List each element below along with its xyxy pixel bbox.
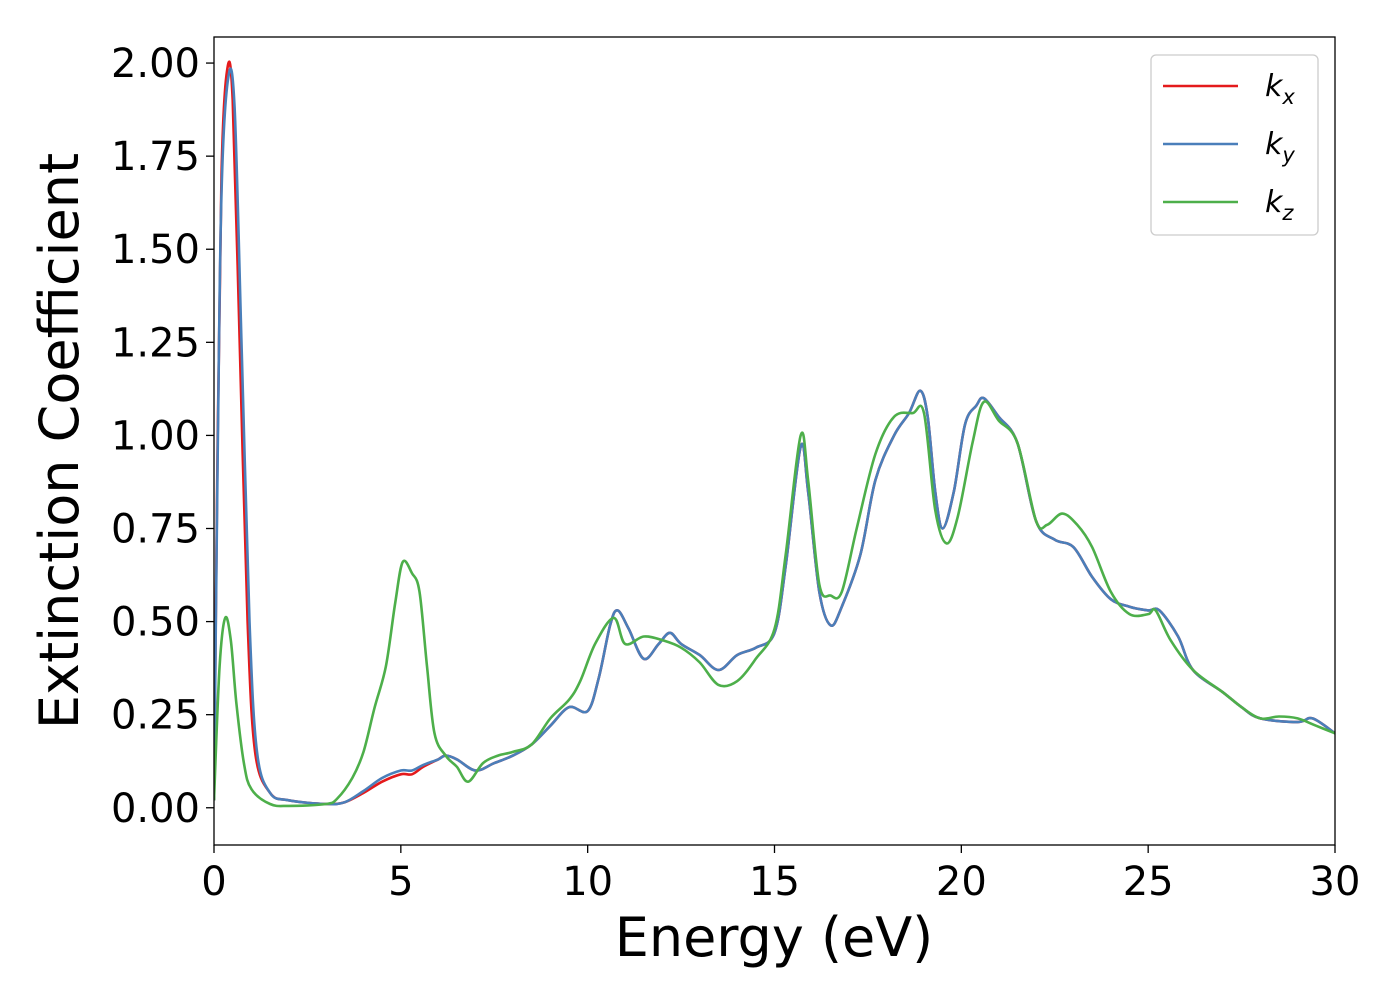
y-tick-label: 1.75 [111, 134, 200, 180]
series-layer [214, 60, 1335, 808]
x-tick-label: 20 [936, 859, 987, 905]
x-tick-label: 10 [562, 859, 613, 905]
legend-label-x: kx [1265, 69, 1295, 109]
x-tick-label: 25 [1123, 859, 1174, 905]
y-tick-label: 2.00 [111, 41, 200, 87]
x-axis: 0 5 10 15 20 25 30 [201, 845, 1360, 905]
y-tick-label: 0.25 [111, 693, 200, 739]
x-tick-label: 5 [388, 859, 413, 905]
y-tick-label: 1.50 [111, 227, 200, 273]
y-tick-label: 1.00 [111, 413, 200, 459]
y-axis: 0.00 0.25 0.50 0.75 1.00 1.25 1.50 1.75 2.00 [111, 41, 214, 832]
x-tick-label: 30 [1310, 859, 1361, 905]
x-axis-label: Energy (eV) [615, 906, 934, 969]
series-line-y [214, 67, 1335, 806]
x-tick-label: 15 [749, 859, 800, 905]
legend-label-z: kz [1265, 185, 1294, 225]
legend: kx ky kz [1150, 54, 1319, 236]
y-axis-label: Extinction Coefficient [28, 153, 91, 729]
x-tick-label: 0 [201, 859, 226, 905]
y-tick-label: 0.75 [111, 507, 200, 553]
series-line-z [214, 400, 1335, 808]
y-tick-label: 0.00 [111, 786, 200, 832]
y-tick-label: 1.25 [111, 320, 200, 366]
y-tick-label: 0.50 [111, 600, 200, 646]
legend-label-y: ky [1265, 127, 1295, 167]
